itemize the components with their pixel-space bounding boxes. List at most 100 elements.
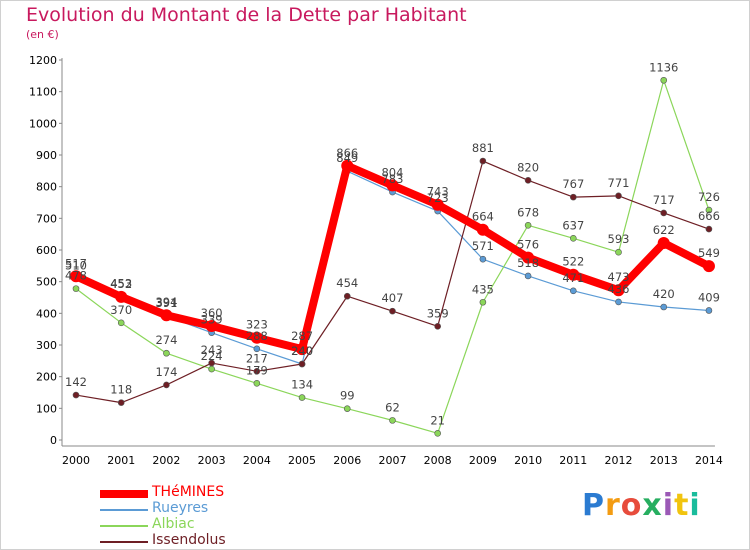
data-point [117, 319, 125, 327]
data-label: 820 [517, 160, 539, 174]
data-point [660, 303, 668, 311]
data-point [160, 309, 173, 322]
data-label: 510 [65, 259, 87, 273]
x-tick-label: 2002 [152, 454, 180, 467]
legend-item: THéMINES [100, 484, 400, 502]
data-label: 274 [155, 333, 177, 347]
data-point [567, 268, 580, 281]
data-label: 517 [65, 256, 87, 270]
data-label: 288 [246, 329, 268, 343]
data-label: 454 [336, 276, 358, 290]
data-point [163, 349, 170, 357]
data-label: 518 [517, 256, 539, 270]
data-label: 118 [110, 383, 132, 397]
data-point [72, 391, 80, 399]
data-point [660, 209, 668, 217]
data-label: 62 [385, 400, 400, 414]
x-tick-label: 2000 [62, 454, 90, 467]
x-tick-label: 2006 [333, 454, 361, 467]
line-chart: 0 100 200 300 400 500 600 700 800 900 1000 1100 1200… [29, 54, 723, 467]
legend-label: Issendolus [152, 532, 226, 548]
data-point [660, 76, 668, 84]
y-tick-label: 1200 [29, 54, 57, 67]
x-tick-label: 2003 [198, 454, 226, 467]
chart-unit-label: (en €) [26, 28, 59, 41]
data-label: 224 [201, 349, 223, 363]
data-label: 21 [430, 413, 445, 427]
legend-item: Issendolus [100, 532, 400, 550]
data-point [253, 345, 261, 353]
data-point [615, 298, 622, 306]
y-tick-label: 200 [36, 371, 57, 384]
data-point [522, 251, 535, 264]
data-point [570, 193, 577, 201]
data-point [253, 367, 261, 375]
data-label: 743 [427, 185, 449, 199]
legend-swatch [100, 490, 148, 498]
data-label: 452 [110, 277, 132, 291]
y-tick-label: 900 [36, 149, 57, 162]
x-tick-label: 2014 [695, 454, 723, 467]
data-label: 666 [698, 209, 720, 223]
data-point [343, 405, 351, 412]
data-label: 243 [201, 343, 223, 357]
data-point [615, 192, 622, 200]
data-point [615, 248, 622, 256]
data-label: 240 [291, 344, 313, 358]
series-line-2 [75, 79, 710, 434]
legend-label: Albiac [152, 516, 195, 532]
data-label: 339 [201, 313, 223, 327]
data-point [253, 380, 261, 387]
y-tick-label: 1100 [29, 86, 57, 99]
data-point [479, 255, 487, 263]
data-label: 179 [246, 363, 268, 377]
data-point [70, 270, 82, 283]
data-point [479, 298, 487, 306]
y-tick-label: 800 [36, 181, 57, 194]
chart-legend: THéMINES Rueyres Albiac Issendolus [100, 484, 400, 550]
data-point [115, 290, 128, 303]
y-tick-label: 600 [36, 244, 57, 257]
data-label: 370 [110, 303, 132, 317]
data-label: 849 [336, 151, 358, 165]
y-tick-label: 400 [36, 307, 57, 320]
data-label: 436 [608, 282, 630, 296]
data-label: 240 [291, 344, 313, 358]
data-point [570, 287, 577, 295]
data-point [343, 292, 351, 300]
data-point [657, 237, 670, 250]
data-label: 99 [340, 389, 355, 403]
data-label: 771 [608, 176, 630, 190]
legend-item: Albiac [100, 516, 400, 534]
data-label: 287 [291, 329, 313, 343]
y-tick-label: 500 [36, 276, 57, 289]
data-label: 394 [155, 295, 177, 309]
data-label: 664 [472, 210, 494, 224]
x-tick-label: 2005 [288, 454, 316, 467]
data-point [612, 284, 625, 297]
data-label: 391 [155, 296, 177, 310]
data-point [298, 360, 306, 368]
data-point [479, 157, 487, 165]
data-point [386, 179, 399, 192]
data-label: 549 [698, 246, 720, 260]
data-point [208, 365, 215, 373]
data-label: 678 [517, 205, 539, 219]
data-point [476, 223, 489, 236]
legend-swatch [100, 541, 148, 543]
data-point [570, 234, 577, 242]
y-tick-label: 100 [36, 402, 57, 415]
data-label: 407 [381, 291, 403, 305]
data-label: 804 [381, 165, 403, 179]
x-tick-label: 2013 [650, 454, 678, 467]
data-label: 783 [381, 172, 403, 186]
data-point [705, 307, 713, 314]
data-label: 866 [336, 146, 358, 160]
data-label: 881 [472, 141, 494, 155]
data-point [524, 272, 532, 280]
data-label: 360 [201, 306, 223, 320]
data-label: 473 [608, 270, 630, 284]
data-point [702, 260, 715, 273]
data-label: 576 [517, 238, 539, 252]
data-point [389, 307, 396, 315]
